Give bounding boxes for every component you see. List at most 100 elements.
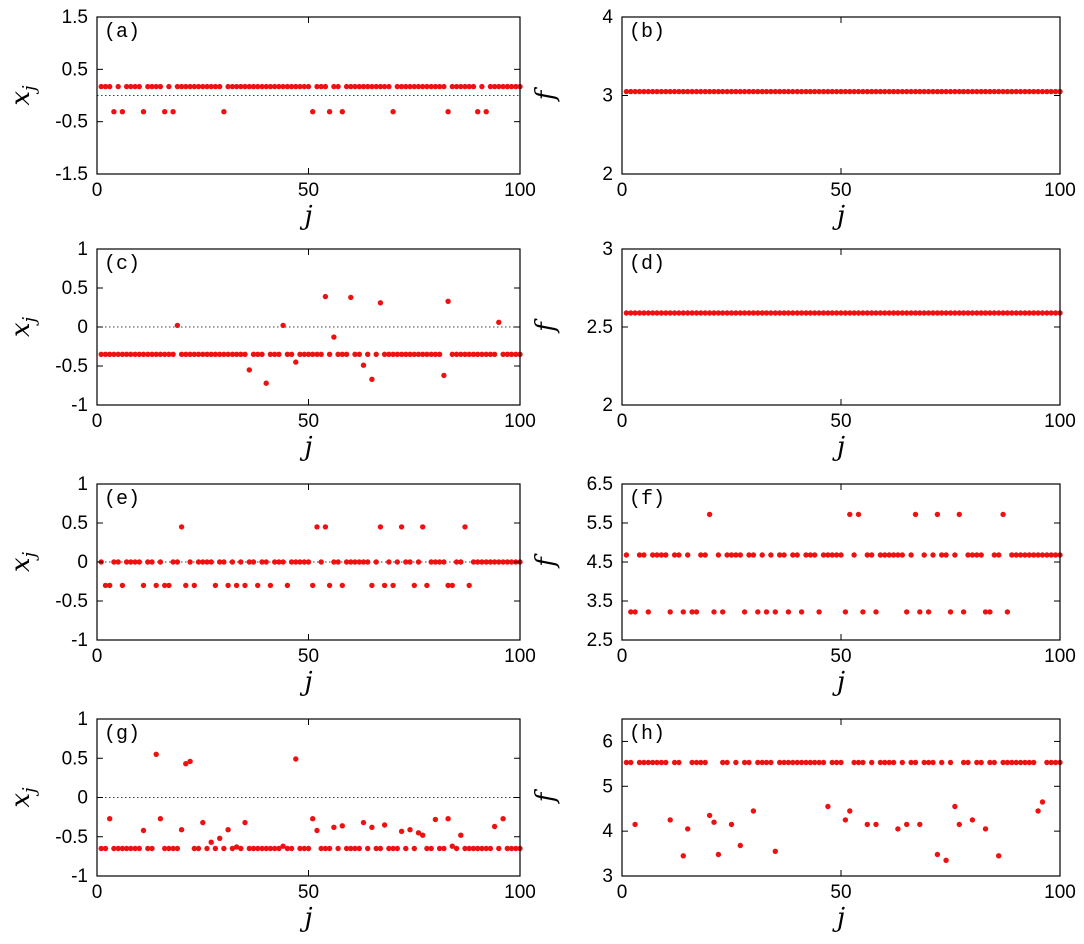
data-point [974,759,980,766]
data-point [746,88,752,95]
data-point [886,88,892,95]
data-point [365,845,371,852]
data-point [917,609,923,615]
data-point [1022,310,1028,316]
data-point [785,310,792,316]
data-point [386,559,392,565]
data-point [1000,88,1006,95]
data-point [267,83,274,90]
data-point [369,582,375,589]
plot-frame [621,718,1061,877]
data-point [1052,759,1059,766]
data-point [352,351,358,357]
x-tick-label: 50 [830,411,851,432]
data-point [225,83,231,90]
data-point [741,88,748,95]
data-point [934,310,941,316]
data-point [996,552,1002,558]
data-point [436,845,443,852]
data-point [912,511,919,518]
data-point [663,88,669,95]
data-point [377,845,384,852]
data-point [297,559,303,565]
data-point [842,310,849,316]
data-point [111,559,117,565]
data-point [293,359,299,365]
x-axis-label: j [299,903,312,933]
data-point [706,511,713,518]
data-point [816,759,822,766]
data-point [899,310,905,316]
data-point [293,559,299,565]
data-point [1017,552,1024,558]
data-point [737,552,743,558]
data-point [996,310,1002,316]
data-point [483,559,489,565]
data-point [242,582,248,589]
data-point [449,582,455,589]
data-point [1026,759,1033,766]
data-point [428,845,434,852]
data-point [191,83,197,90]
data-point [322,293,329,300]
data-point [632,88,638,95]
data-point [102,845,109,852]
data-point [777,759,783,766]
data-point [470,83,477,90]
data-point [641,552,647,558]
data-point [724,310,730,316]
data-point [982,310,989,316]
data-point [746,310,752,316]
data-point [987,759,993,766]
data-point [470,559,477,565]
data-point [204,845,210,852]
data-point [140,351,147,357]
data-point [170,559,176,565]
data-point [441,83,447,90]
data-point [930,310,936,316]
data-point [645,609,651,615]
data-point [500,816,506,822]
data-point [259,83,265,90]
data-point [407,351,413,357]
data-point [763,310,770,316]
data-point [1048,552,1054,558]
data-point [720,310,726,316]
data-point [873,88,879,95]
data-point [183,83,189,90]
data-point [991,88,997,95]
data-point [187,351,193,357]
plot-frame [96,718,521,877]
data-point [178,351,185,357]
data-point [847,310,853,316]
x-axis-label: j [299,201,312,231]
data-point [475,845,481,852]
x-tick-label: 100 [504,411,536,432]
data-point [453,351,460,357]
data-point [263,845,269,852]
data-point [1031,88,1037,95]
panel-b: 0 50 100 2 3 4 (b) j f [531,7,1076,231]
data-point [777,88,783,95]
data-point [318,559,324,565]
panel-label: (e) [104,488,140,511]
data-point [348,845,354,852]
data-point [671,88,678,95]
data-point [411,582,417,589]
data-point [326,845,333,852]
x-tick-label: 0 [92,411,103,432]
data-point [658,552,665,558]
data-point [890,310,897,316]
data-point [702,759,708,766]
data-point [272,83,278,90]
data-point [693,609,700,615]
data-point [864,552,870,558]
x-tick-label: 50 [830,882,851,903]
data-point [462,83,468,90]
data-point [432,83,439,90]
data-point [711,609,717,615]
data-point [466,582,472,589]
data-point [820,552,827,558]
data-point [921,310,927,316]
data-point [908,552,914,558]
